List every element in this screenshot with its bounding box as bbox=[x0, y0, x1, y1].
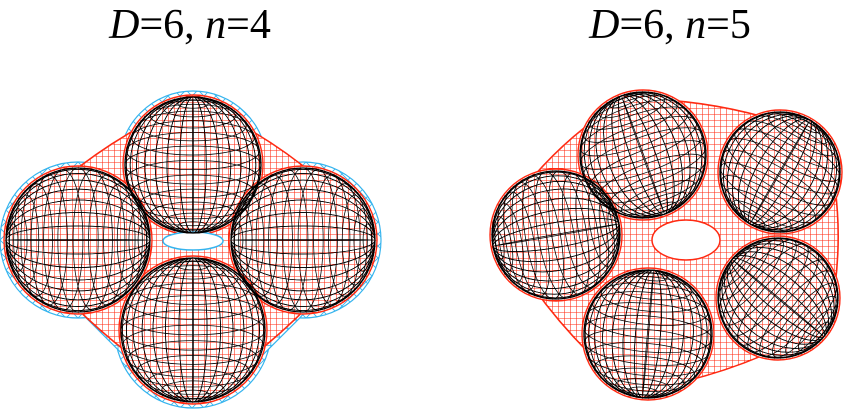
d-value: =6, bbox=[139, 2, 206, 48]
central-hole bbox=[651, 219, 721, 261]
sphere-1 bbox=[124, 96, 262, 234]
wireframe-panel-left bbox=[0, 90, 382, 409]
n-value: =4 bbox=[226, 2, 271, 48]
panel-title-right: D=6, n=5 bbox=[520, 2, 820, 48]
wireframe-panel-right bbox=[489, 89, 843, 401]
sphere-1 bbox=[579, 91, 707, 219]
sphere-2 bbox=[230, 167, 376, 313]
sphere-5 bbox=[491, 170, 621, 300]
sphere-group bbox=[491, 91, 841, 399]
sphere-group bbox=[5, 96, 376, 403]
sphere-4 bbox=[5, 167, 151, 313]
d-value: =6, bbox=[619, 2, 686, 48]
n-symbol: n bbox=[685, 2, 707, 48]
panel-title-left: D=6, n=4 bbox=[40, 2, 340, 48]
d-symbol: D bbox=[589, 2, 620, 48]
sphere-4 bbox=[583, 269, 713, 399]
sphere-2 bbox=[719, 111, 841, 233]
central-hole bbox=[162, 231, 224, 251]
n-value: =5 bbox=[706, 2, 751, 48]
n-symbol: n bbox=[205, 2, 227, 48]
sphere-3 bbox=[120, 257, 266, 403]
sphere-3 bbox=[717, 237, 839, 359]
d-symbol: D bbox=[109, 2, 140, 48]
